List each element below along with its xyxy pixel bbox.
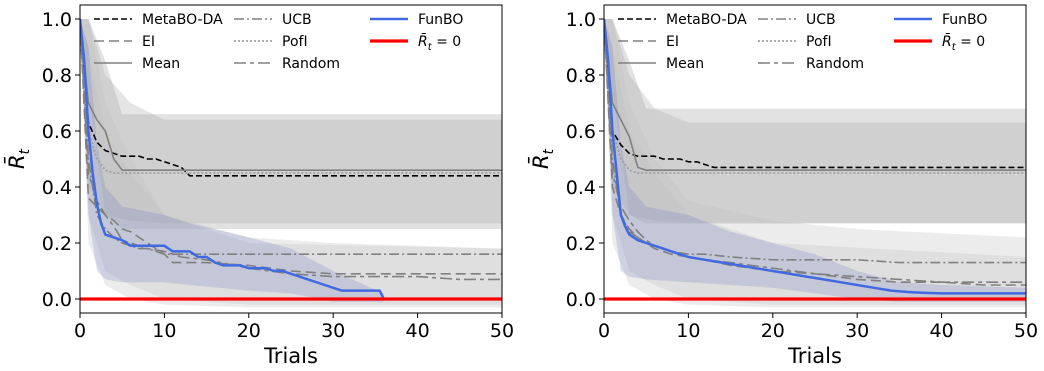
legend-label-pofi: PofI: [282, 34, 308, 50]
series-line-funbo: [80, 18, 385, 300]
chart-panel-2: 0 10 20 30 40 50 0.0 0.2 0.4 0.6 0.8 1.0 Trials R̄t Me…: [528, 4, 1038, 368]
y-tick-label: 1.0: [566, 9, 596, 31]
y-axis-label: R̄t: [528, 148, 557, 169]
axes-frame: [603, 4, 1027, 314]
plot-area: [80, 18, 502, 308]
y-tick-label: 0.8: [566, 65, 596, 87]
series-line-random: [80, 18, 502, 281]
chart-panel-1: 0 10 20 30 40 50 0.0 0.2 0.4 0.6 0.8 1.0 Trials R̄t Me…: [4, 4, 514, 368]
series-line-mean: [604, 18, 1026, 171]
y-axis-label-main: R̄: [4, 154, 29, 169]
legend-label-zero: R̄t = 0: [942, 32, 985, 53]
x-tick-label: 10: [676, 320, 700, 342]
legend-label-funbo: FunBO: [942, 12, 987, 28]
band-funbo: [604, 19, 1026, 302]
legend: MetaBO-DA EI Mean UCB PofI Random FunBO R̄t = 0: [94, 12, 463, 72]
legend-label-ei: EI: [666, 34, 679, 50]
series-line-funbo: [604, 18, 1026, 295]
band-random: [604, 19, 1026, 308]
series-line-metabo-da: [604, 18, 1026, 169]
legend-label-metabo-da: MetaBO-DA: [142, 12, 223, 28]
y-axis-label-main: R̄: [528, 154, 553, 169]
x-tick-label: 20: [237, 320, 261, 342]
y-axis-label-sub: t: [541, 148, 557, 154]
legend-label-mean: Mean: [142, 56, 180, 72]
y-tick-label: 0.6: [42, 121, 72, 143]
plot-area: [604, 18, 1026, 308]
band-ei: [604, 19, 1026, 305]
y-axis-label-sub: t: [17, 148, 33, 154]
band-random: [80, 19, 502, 308]
x-axis-label: Trials: [263, 344, 318, 368]
legend-label-ucb: UCB: [282, 12, 312, 28]
x-axis-label: Trials: [787, 344, 842, 368]
legend-label-funbo: FunBO: [418, 12, 463, 28]
legend-label-mean: Mean: [666, 56, 704, 72]
legend-label-ei: EI: [142, 34, 155, 50]
series-line-random: [604, 18, 1026, 284]
legend-label-pofi: PofI: [806, 34, 832, 50]
y-axis-label: R̄t: [4, 148, 33, 169]
y-tick-label: 0.4: [42, 177, 72, 199]
y-tick-label: 0.2: [566, 233, 596, 255]
band-ei: [80, 19, 502, 305]
x-tick-label: 30: [321, 320, 345, 342]
legend-label-ucb: UCB: [806, 12, 836, 28]
series-line-mean: [80, 18, 502, 171]
y-tick-label: 1.0: [42, 9, 72, 31]
series-line-ei: [80, 18, 502, 275]
legend-label-metabo-da: MetaBO-DA: [666, 12, 747, 28]
x-tick-label: 50: [1014, 320, 1038, 342]
y-tick-label: 0.0: [42, 289, 72, 311]
x-tick-label: 0: [598, 320, 610, 342]
legend-label-random: Random: [282, 56, 340, 72]
x-tick-label: 50: [490, 320, 514, 342]
x-tick-label: 0: [74, 320, 86, 342]
x-tick-label: 30: [845, 320, 869, 342]
series-line-metabo-da: [80, 18, 502, 177]
x-tick-label: 40: [406, 320, 430, 342]
x-tick-label: 20: [761, 320, 785, 342]
legend: MetaBO-DA EI Mean UCB PofI Random FunBO R̄t = 0: [618, 12, 987, 72]
x-tick-label: 40: [930, 320, 954, 342]
legend-label-random: Random: [806, 56, 864, 72]
series-line-ucb: [80, 18, 502, 255]
band-funbo: [80, 19, 384, 302]
y-tick-label: 0.2: [42, 233, 72, 255]
y-tick-label: 0.4: [566, 177, 596, 199]
y-tick-label: 0.0: [566, 289, 596, 311]
axes-frame: [79, 4, 503, 314]
legend-label-zero: R̄t = 0: [418, 32, 461, 53]
y-tick-label: 0.8: [42, 65, 72, 87]
x-tick-label: 10: [152, 320, 176, 342]
y-tick-label: 0.6: [566, 121, 596, 143]
series-line-ucb: [604, 18, 1026, 264]
